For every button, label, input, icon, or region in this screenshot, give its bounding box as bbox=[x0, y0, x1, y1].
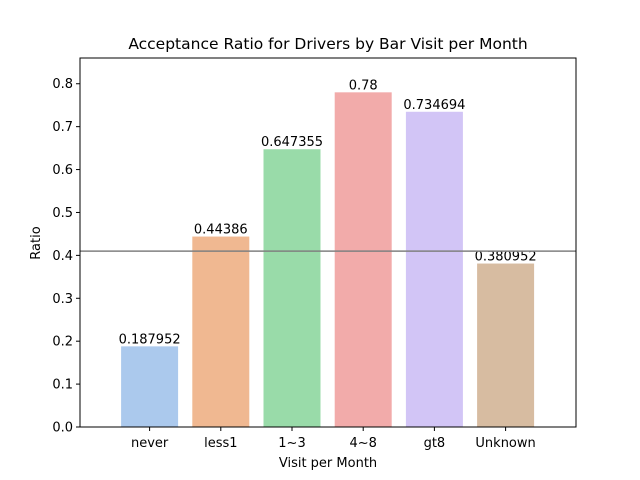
plot-area-frame bbox=[79, 57, 577, 428]
y-tick-label: 0.8 bbox=[52, 77, 73, 92]
data-label: 0.44386 bbox=[194, 223, 248, 238]
y-tick-label: 0.4 bbox=[52, 249, 73, 264]
y-tick-label: 0.0 bbox=[52, 421, 73, 436]
bar-1-3 bbox=[263, 149, 321, 427]
x-axis-label: Visit per Month bbox=[279, 456, 377, 471]
y-tick-label: 0.7 bbox=[52, 120, 73, 135]
bar-unknown bbox=[477, 263, 535, 427]
data-label: 0.78 bbox=[349, 78, 378, 93]
x-tick-label: 4~8 bbox=[349, 436, 376, 451]
bar-less1 bbox=[192, 236, 250, 427]
data-labels-group: 0.187952 0.44386 0.647355 0.78 0.734694 0.380… bbox=[119, 78, 537, 347]
x-tick-label: less1 bbox=[204, 436, 237, 451]
data-label: 0.647355 bbox=[261, 135, 323, 150]
bars-group bbox=[121, 92, 535, 427]
data-label: 0.380952 bbox=[475, 250, 537, 265]
x-tick-label: Unknown bbox=[475, 436, 535, 451]
y-tick-label: 0.1 bbox=[52, 378, 73, 393]
y-tick-label: 0.2 bbox=[52, 335, 73, 350]
y-tick-label: 0.5 bbox=[52, 206, 73, 221]
bar-never bbox=[121, 346, 179, 427]
x-tick-label: never bbox=[131, 436, 169, 451]
y-tick-label: 0.6 bbox=[52, 163, 73, 178]
y-axis-label: Ratio bbox=[29, 226, 44, 259]
y-axis: 0.0 0.1 0.2 0.3 0.4 0.5 0.6 0.7 0.8 bbox=[52, 77, 80, 436]
bar-4-8 bbox=[334, 92, 392, 427]
chart-title: Acceptance Ratio for Drivers by Bar Visi… bbox=[128, 35, 527, 53]
data-label: 0.187952 bbox=[119, 332, 181, 347]
x-axis: never less1 1~3 4~8 gt8 Unknown bbox=[131, 427, 536, 451]
x-tick-label: 1~3 bbox=[278, 436, 305, 451]
x-tick-label: gt8 bbox=[424, 436, 446, 451]
y-tick-label: 0.3 bbox=[52, 292, 73, 307]
bar-gt8 bbox=[405, 111, 463, 427]
data-label: 0.734694 bbox=[403, 98, 465, 113]
